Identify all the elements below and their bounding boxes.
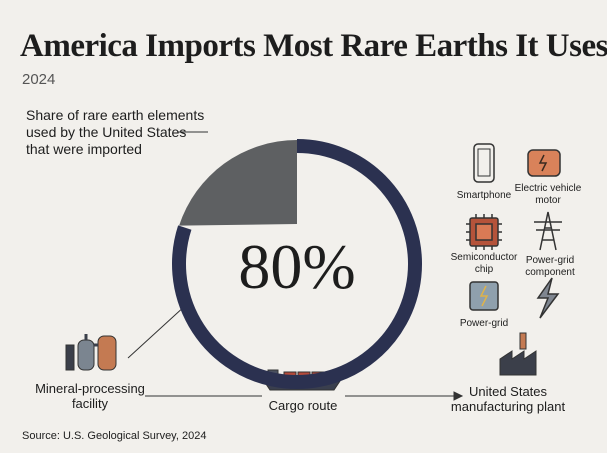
use-label: Smartphone	[457, 190, 512, 201]
flow-label: manufacturing plant	[451, 399, 566, 414]
flow-label: United States	[469, 384, 548, 399]
use-label: chip	[475, 264, 494, 275]
arrows	[127, 300, 464, 401]
chart-label: used by the United States	[26, 124, 186, 140]
title: America Imports Most Rare Earths It Uses	[20, 28, 607, 64]
flow-label: Mineral-processing	[35, 381, 145, 396]
remainder-wedge	[179, 140, 297, 226]
chart-label: that were imported	[26, 141, 142, 157]
use-label: Semiconductor	[451, 252, 518, 263]
source: Source: U.S. Geological Survey, 2024	[22, 430, 206, 442]
use-label: component	[525, 267, 575, 278]
subtitle: 2024	[22, 71, 55, 88]
chart-label: Share of rare earth elements	[26, 107, 204, 123]
value-label: 80%	[238, 231, 355, 302]
ring-arc	[172, 139, 422, 389]
use-label: motor	[535, 195, 561, 206]
use-label: Electric vehicle	[515, 183, 582, 194]
flow-label: facility	[72, 396, 109, 411]
flow-label: Cargo route	[269, 398, 338, 413]
use-label: Power-grid	[460, 318, 508, 329]
use-label: Power-grid	[526, 255, 574, 266]
icons	[65, 143, 562, 391]
